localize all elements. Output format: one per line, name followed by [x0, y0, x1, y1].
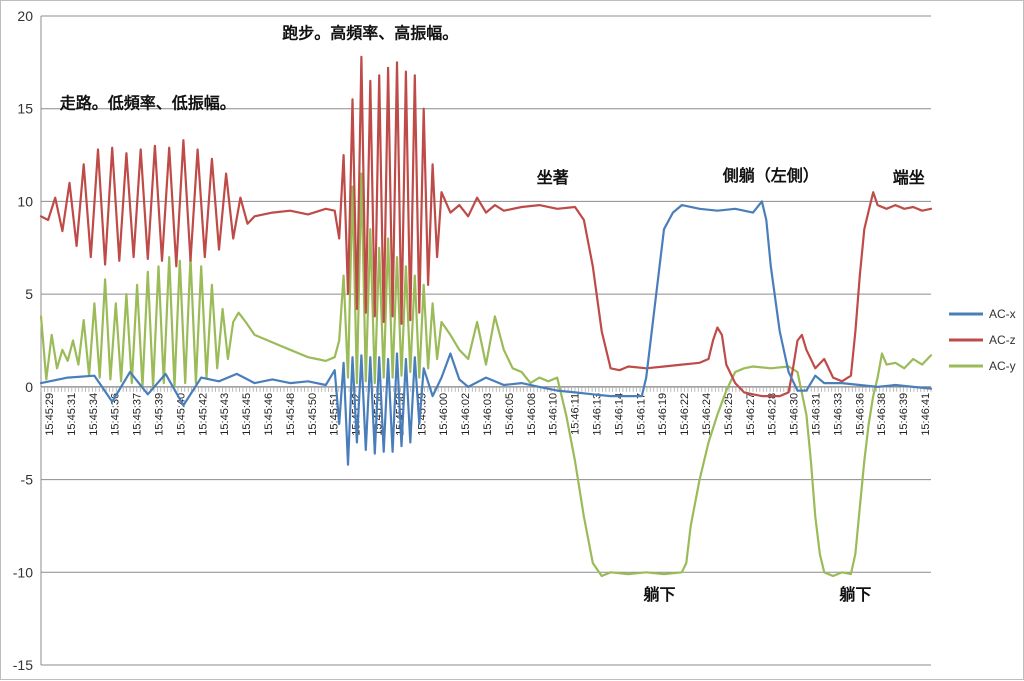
x-tick-label: 15:46:41: [920, 393, 932, 436]
x-tick-label: 15:45:43: [219, 393, 231, 436]
annotation-label: 躺下: [644, 585, 676, 604]
annotation-label: 端坐: [893, 168, 925, 187]
x-tick-label: 15:45:29: [44, 393, 56, 436]
x-tick-label: 15:46:24: [701, 393, 713, 436]
legend-label-ac-y: AC-y: [989, 359, 1016, 373]
y-tick-label: -10: [13, 564, 33, 580]
x-tick-label: 15:45:37: [132, 393, 144, 436]
x-tick-label: 15:46:03: [482, 393, 494, 436]
y-tick-label: 0: [25, 379, 33, 395]
x-tick-label: 15:45:48: [285, 393, 297, 436]
y-tick-label: 15: [17, 101, 33, 117]
x-tick-label: 15:46:19: [657, 393, 669, 436]
x-tick-label: 15:45:45: [241, 393, 253, 436]
annotation-label: 坐著: [537, 168, 569, 187]
x-tick-label: 15:46:31: [811, 393, 823, 436]
x-tick-label: 15:46:17: [635, 393, 647, 436]
series-line-ac-z: [39, 55, 933, 398]
y-tick-label: 20: [17, 8, 33, 24]
x-tick-label: 15:45:36: [110, 393, 122, 436]
x-tick-label: 15:46:10: [548, 393, 560, 436]
y-tick-labels: 20 15 10 5 0 -5 -10 -15: [13, 8, 33, 673]
x-tick-label: 15:46:02: [460, 393, 472, 436]
x-tick-label: 15:45:46: [263, 393, 275, 436]
x-tick-label: 15:45:42: [197, 393, 209, 436]
x-tick-label: 15:46:13: [592, 393, 604, 436]
x-tick-label: 15:46:27: [745, 393, 757, 436]
x-tick-label: 15:46:33: [832, 393, 844, 436]
annotation-label: 側躺（左側）: [722, 166, 819, 185]
x-tick-label: 15:46:28: [767, 393, 779, 436]
x-tick-label: 15:46:08: [526, 393, 538, 436]
y-tick-label: 10: [17, 193, 33, 209]
x-tick-label: 15:45:50: [307, 393, 319, 436]
legend: AC-x AC-z AC-y: [949, 307, 1016, 373]
x-tick-label: 15:46:30: [789, 393, 801, 436]
legend-label-ac-z: AC-z: [989, 333, 1016, 347]
x-tick-label: 15:46:05: [504, 393, 516, 436]
x-tick-label: 15:46:00: [438, 393, 450, 436]
legend-label-ac-x: AC-x: [989, 307, 1016, 321]
x-tick-label: 15:45:34: [88, 393, 100, 436]
x-tick-label: 15:46:38: [876, 393, 888, 436]
x-tick-label: 15:45:39: [154, 393, 166, 436]
x-tick-label: 15:46:11: [570, 393, 582, 435]
series-line-ac-x: [39, 200, 933, 466]
x-tick-label: 15:46:22: [679, 393, 691, 436]
x-tick-labels: 15:45:29 15:45:31 15:45:34 15:45:36 15:45:37…: [44, 393, 932, 436]
y-tick-label: -15: [13, 657, 33, 673]
x-tick-label: 15:46:14: [613, 393, 625, 436]
series-line-ac-y: [39, 172, 933, 578]
x-tick-label: 15:46:39: [898, 393, 910, 436]
x-tick-label: 15:45:40: [175, 393, 187, 436]
x-tick-label: 15:45:31: [66, 393, 78, 436]
x-tick-label: 15:46:36: [854, 393, 866, 436]
series-lines: [39, 55, 933, 578]
y-tick-label: -5: [21, 472, 34, 488]
annotation-label: 躺下: [839, 585, 871, 604]
x-tick-label: 15:46:25: [723, 393, 735, 436]
y-tick-label: 5: [25, 286, 33, 302]
annotation-label: 走路。低頻率、低振幅。: [59, 94, 236, 113]
annotation-label: 跑步。高頻率、高振幅。: [282, 23, 458, 42]
